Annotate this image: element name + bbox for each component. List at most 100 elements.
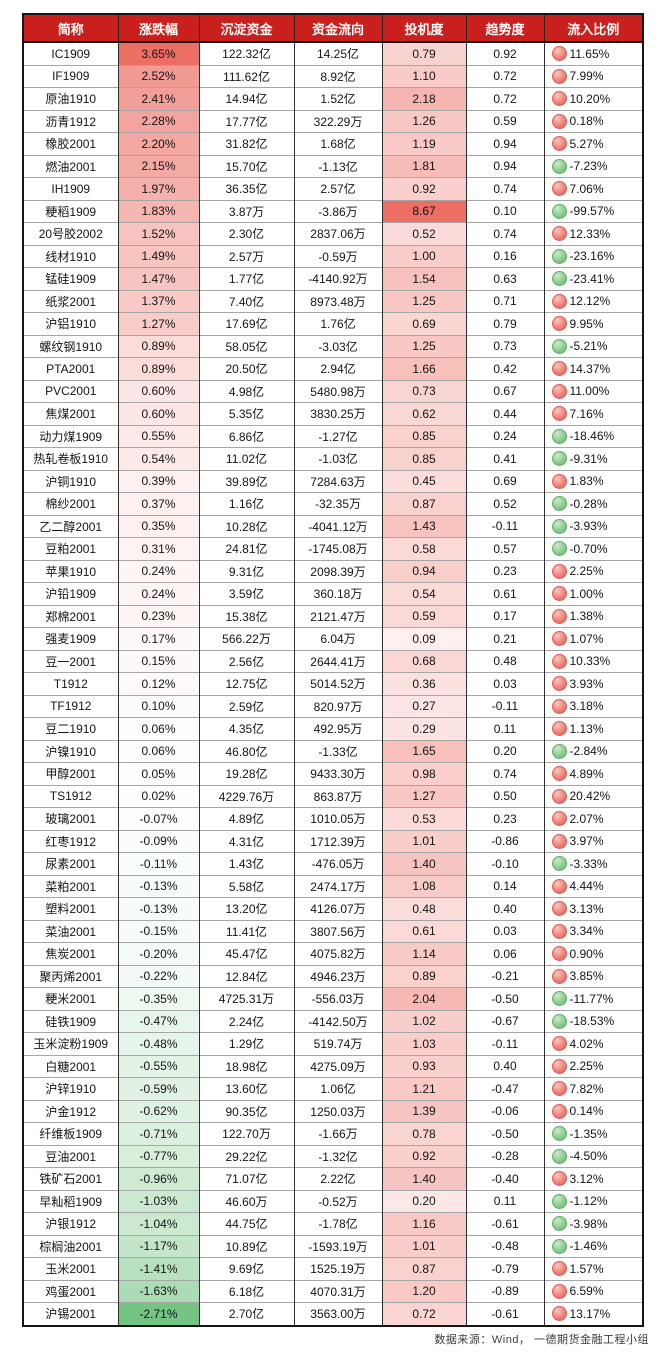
cell-speculation: 1.65 bbox=[381, 739, 466, 763]
cell-speculation: 1.66 bbox=[381, 357, 466, 380]
cell-speculation: 0.27 bbox=[381, 694, 466, 718]
table-row: IC1909 3.65% 122.32亿 14.25亿 0.79 0.92 11.65% bbox=[23, 41, 643, 65]
cell-trend: 0.59 bbox=[465, 109, 544, 133]
cell-speculation: 0.53 bbox=[381, 807, 466, 830]
cell-trend: 0.40 bbox=[465, 897, 544, 920]
cell-funds: 3.59亿 bbox=[198, 582, 294, 605]
inflow-value: 2.25% bbox=[569, 1059, 604, 1074]
inflow-up-icon bbox=[551, 136, 567, 152]
cell-name: 沪铅1909 bbox=[23, 582, 118, 605]
inflow-up-icon bbox=[551, 833, 567, 849]
cell-name: 沪银1912 bbox=[23, 1212, 118, 1235]
cell-change: -0.15% bbox=[117, 919, 199, 943]
cell-funds: 9.69亿 bbox=[198, 1257, 294, 1280]
cell-change: 0.24% bbox=[117, 582, 199, 605]
table-row: 橡胶2001 2.20% 31.82亿 1.68亿 1.19 0.94 5.27% bbox=[23, 132, 643, 155]
cell-inflow: -4.50% bbox=[543, 1144, 643, 1168]
table-row: IH1909 1.97% 36.35亿 2.57亿 0.92 0.74 7.06% bbox=[23, 177, 643, 200]
table-row: 聚丙烯2001 -0.22% 12.84亿 4946.23万 0.89 -0.21 3.85… bbox=[23, 964, 643, 988]
cell-name: 白糖2001 bbox=[23, 1054, 118, 1078]
cell-speculation: 1.00 bbox=[381, 244, 466, 268]
inflow-value: -99.57% bbox=[569, 204, 615, 219]
cell-name: 沪锌1910 bbox=[23, 1077, 118, 1100]
cell-name: 甲醇2001 bbox=[23, 762, 118, 785]
cell-inflow: 7.82% bbox=[543, 1077, 643, 1100]
table-row: 沪金1912 -0.62% 90.35亿 1250.03万 1.39 -0.06 0.14% bbox=[23, 1099, 643, 1123]
cell-speculation: 8.67 bbox=[381, 199, 466, 223]
cell-inflow: -3.98% bbox=[543, 1212, 643, 1235]
inflow-down-icon bbox=[551, 518, 567, 534]
inflow-value: 13.17% bbox=[569, 1306, 611, 1321]
cell-flow: 1.06亿 bbox=[293, 1077, 382, 1100]
cell-funds: 13.20亿 bbox=[198, 897, 294, 920]
cell-flow: 3563.00万 bbox=[293, 1302, 382, 1326]
inflow-value: 3.12% bbox=[569, 1171, 604, 1186]
cell-trend: 0.11 bbox=[465, 1189, 544, 1213]
table-row: 菜粕2001 -0.13% 5.58亿 2474.17万 1.08 0.14 4.44% bbox=[23, 874, 643, 898]
table-row: 螺纹钢1910 0.89% 58.05亿 -3.03亿 1.25 0.73 -5.21% bbox=[23, 334, 643, 358]
cell-trend: 0.40 bbox=[465, 1054, 544, 1078]
cell-change: -1.17% bbox=[117, 1234, 199, 1258]
cell-change: -2.71% bbox=[117, 1302, 199, 1326]
cell-funds: 11.41亿 bbox=[198, 919, 294, 943]
cell-trend: 0.94 bbox=[465, 132, 544, 155]
cell-change: -0.11% bbox=[117, 852, 199, 875]
cell-speculation: 1.08 bbox=[381, 874, 466, 898]
cell-trend: -0.40 bbox=[465, 1167, 544, 1190]
cell-inflow: 1.83% bbox=[543, 469, 643, 493]
cell-change: 2.28% bbox=[117, 109, 199, 133]
table-row: 沪铜1910 0.39% 39.89亿 7284.63万 0.45 0.69 1.83% bbox=[23, 469, 643, 493]
cell-change: -0.13% bbox=[117, 897, 199, 920]
col-header-flow: 资金流向 bbox=[293, 14, 382, 43]
cell-funds: 10.28亿 bbox=[198, 514, 294, 538]
cell-funds: 566.22万 bbox=[198, 627, 294, 650]
cell-funds: 12.84亿 bbox=[198, 964, 294, 988]
cell-change: 1.83% bbox=[117, 199, 199, 223]
cell-name: 豆一2001 bbox=[23, 649, 118, 673]
cell-name: 苹果1910 bbox=[23, 559, 118, 583]
cell-speculation: 0.29 bbox=[381, 717, 466, 740]
cell-flow: -1.66万 bbox=[293, 1122, 382, 1145]
cell-funds: 2.70亿 bbox=[198, 1302, 294, 1326]
table-row: 沥青1912 2.28% 17.77亿 322.29万 1.26 0.59 0.18% bbox=[23, 109, 643, 133]
cell-trend: 0.63 bbox=[465, 267, 544, 290]
cell-speculation: 1.26 bbox=[381, 109, 466, 133]
inflow-down-icon bbox=[551, 451, 567, 467]
cell-funds: 2.30亿 bbox=[198, 222, 294, 245]
cell-funds: 1.77亿 bbox=[198, 267, 294, 290]
cell-flow: 1.52亿 bbox=[293, 87, 382, 110]
cell-change: 0.17% bbox=[117, 627, 199, 650]
inflow-down-icon bbox=[551, 158, 567, 174]
cell-flow: -4041.12万 bbox=[293, 514, 382, 538]
table-row: 甲醇2001 0.05% 19.28亿 9433.30万 0.98 0.74 4.89% bbox=[23, 762, 643, 785]
cell-change: 0.89% bbox=[117, 357, 199, 380]
cell-funds: 31.82亿 bbox=[198, 132, 294, 155]
inflow-value: -0.28% bbox=[569, 496, 608, 511]
table-row: 强麦1909 0.17% 566.22万 6.04万 0.09 0.21 1.07% bbox=[23, 627, 643, 650]
cell-flow: 4075.82万 bbox=[293, 942, 382, 965]
cell-flow: 2837.06万 bbox=[293, 222, 382, 245]
cell-trend: -0.10 bbox=[465, 852, 544, 875]
cell-name: 20号胶2002 bbox=[23, 222, 118, 245]
table-row: 燃油2001 2.15% 15.70亿 -1.13亿 1.81 0.94 -7.23% bbox=[23, 154, 643, 178]
cell-flow: 4946.23万 bbox=[293, 964, 382, 988]
cell-inflow: 20.42% bbox=[543, 784, 643, 808]
cell-flow: 9433.30万 bbox=[293, 762, 382, 785]
cell-funds: 46.60万 bbox=[198, 1189, 294, 1213]
table-row: 锰硅1909 1.47% 1.77亿 -4140.92万 1.54 0.63 -23.41% bbox=[23, 267, 643, 290]
inflow-value: 7.82% bbox=[569, 1081, 604, 1096]
cell-change: -0.71% bbox=[117, 1122, 199, 1145]
cell-funds: 13.60亿 bbox=[198, 1077, 294, 1100]
cell-change: 0.15% bbox=[117, 649, 199, 673]
table-row: 硅铁1909 -0.47% 2.24亿 -4142.50万 1.02 -0.67 -18.5… bbox=[23, 1009, 643, 1033]
cell-trend: 0.23 bbox=[465, 559, 544, 583]
table-row: 线材1910 1.49% 2.57万 -0.59万 1.00 0.16 -23.16% bbox=[23, 244, 643, 268]
cell-speculation: 0.54 bbox=[381, 582, 466, 605]
table-row: 白糖2001 -0.55% 18.98亿 4275.09万 0.93 0.40 2.25% bbox=[23, 1054, 643, 1078]
cell-change: 0.60% bbox=[117, 379, 199, 403]
table-row: 焦炭2001 -0.20% 45.47亿 4075.82万 1.14 0.06 0.90% bbox=[23, 942, 643, 965]
cell-speculation: 1.39 bbox=[381, 1099, 466, 1123]
cell-name: 纸浆2001 bbox=[23, 289, 118, 313]
inflow-up-icon bbox=[551, 1058, 567, 1074]
cell-speculation: 1.25 bbox=[381, 334, 466, 358]
